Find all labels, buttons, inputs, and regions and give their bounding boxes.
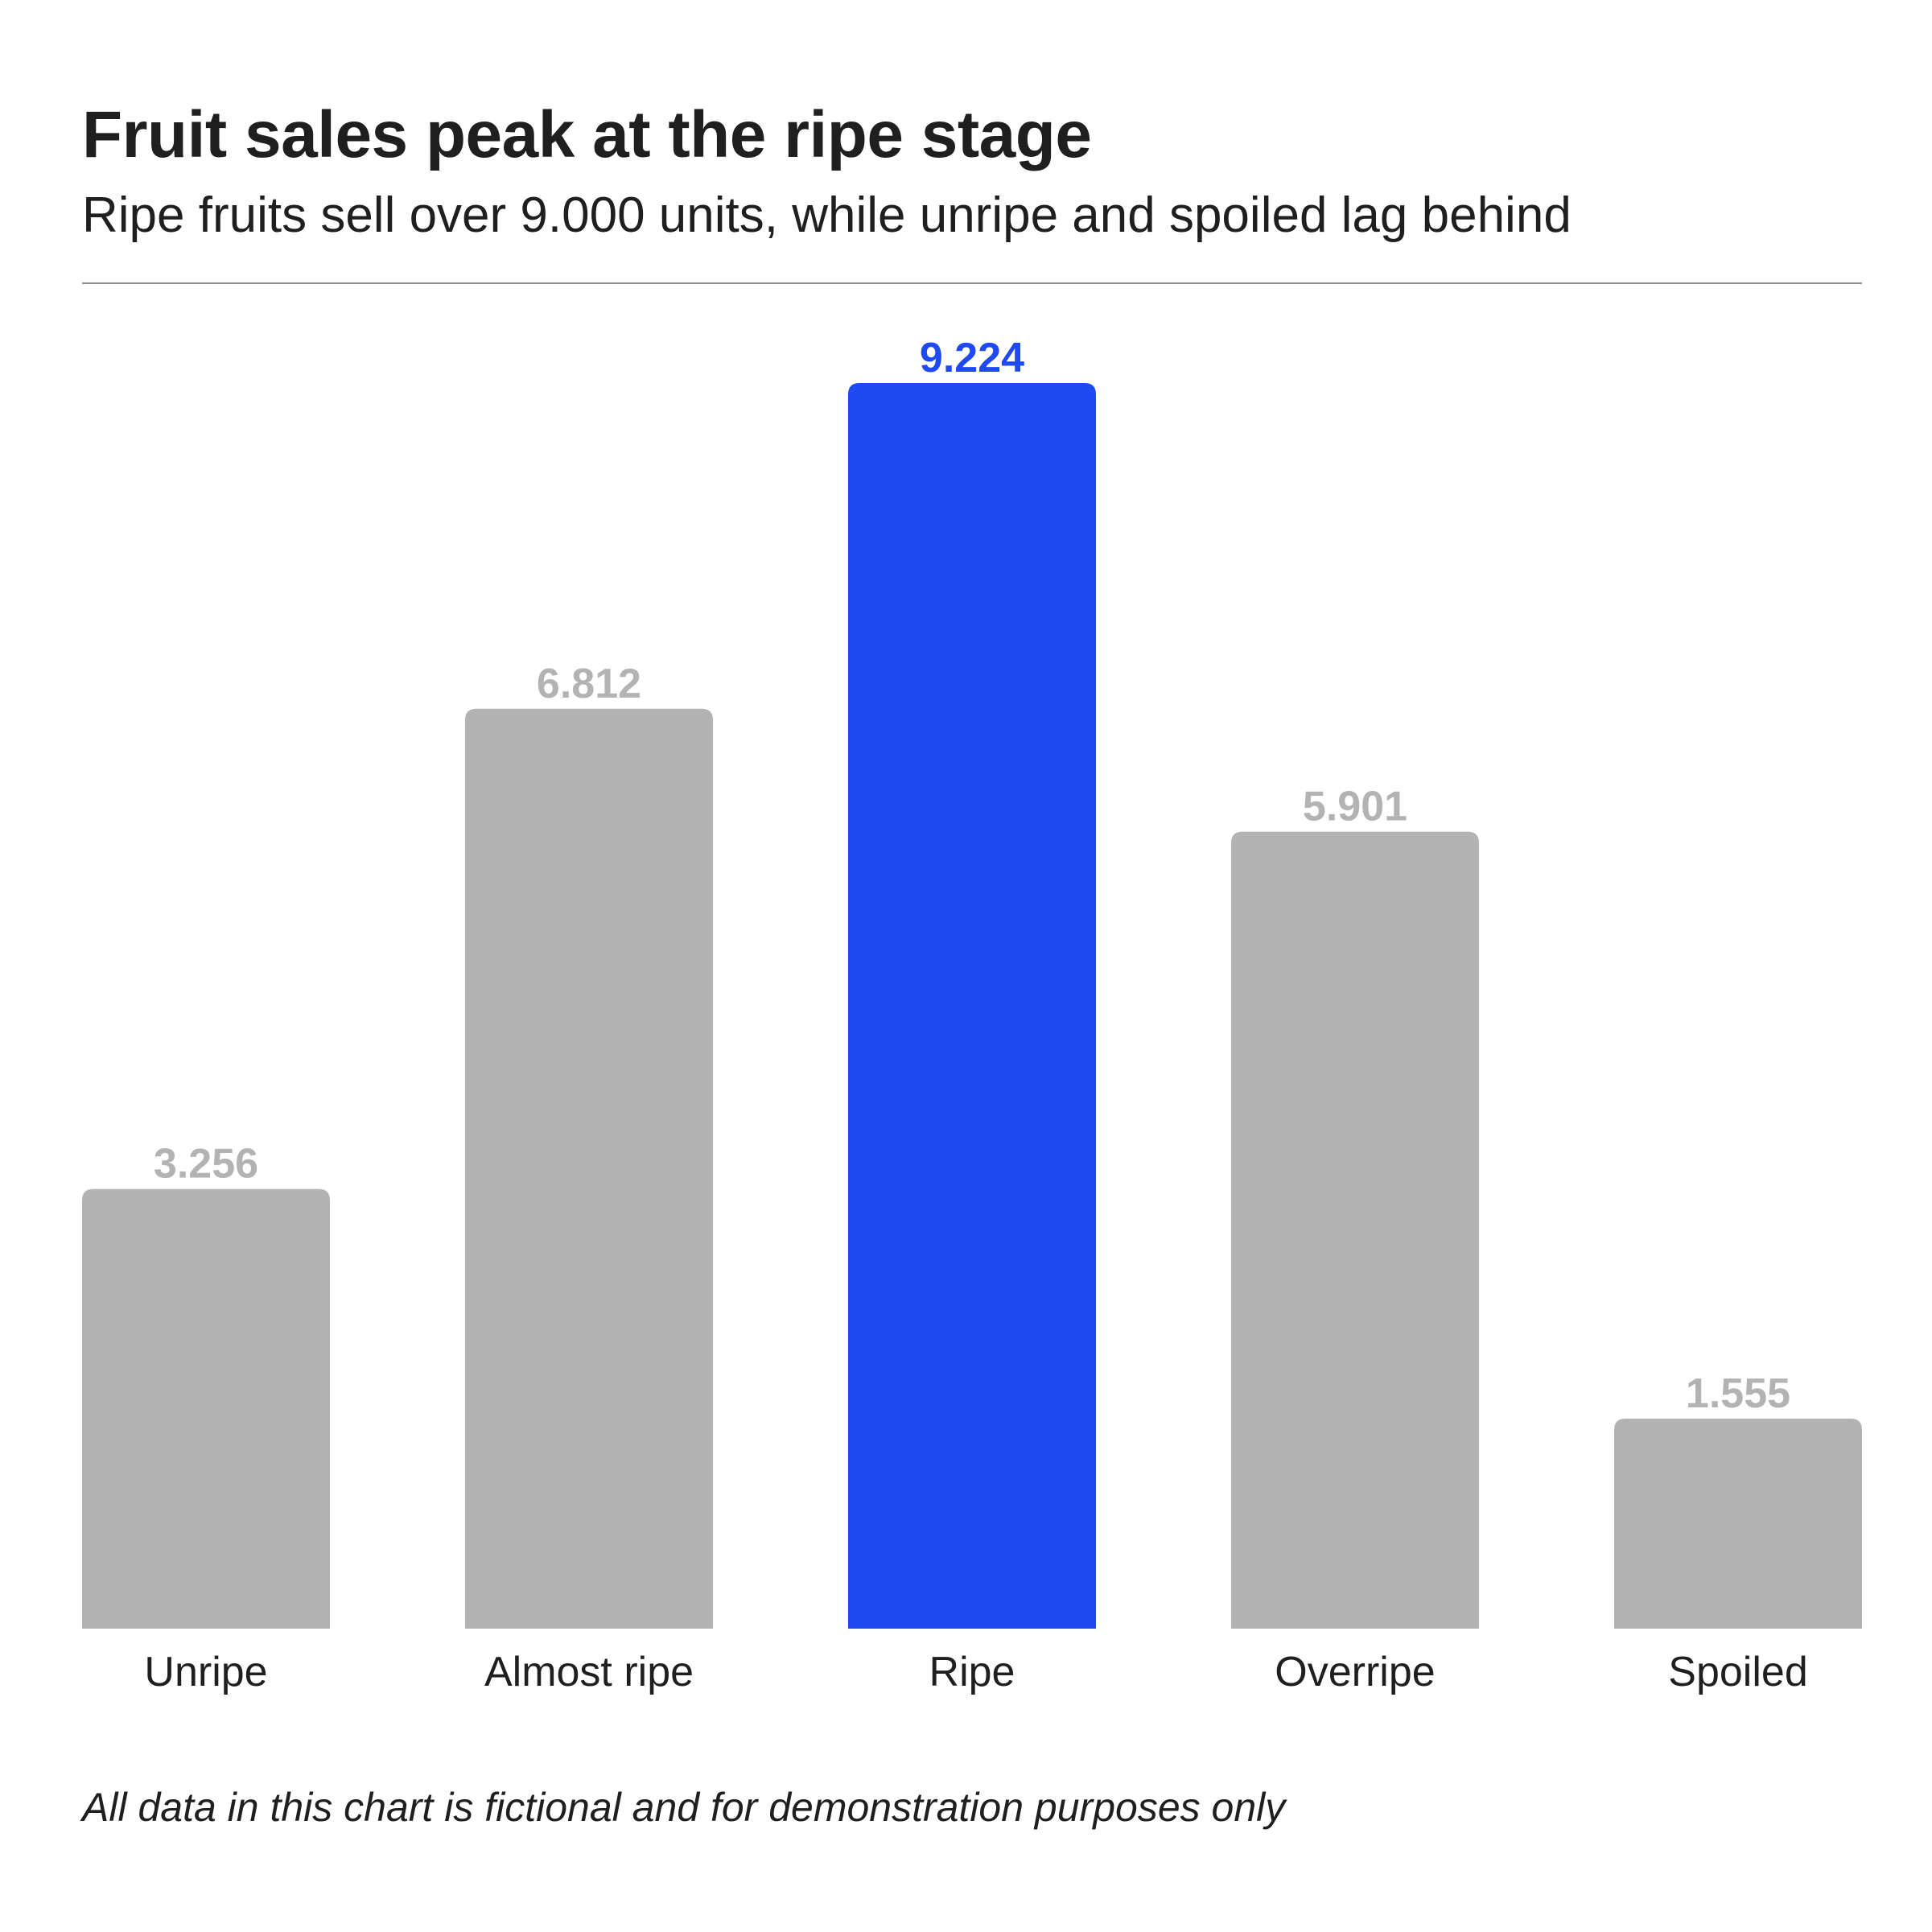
bar-unripe	[82, 1188, 330, 1629]
bar-ripe	[848, 383, 1096, 1629]
category-labels-layer: Unripe Almost ripe Ripe Overripe Spoiled	[144, 1649, 1807, 1695]
value-label-unripe: 3.256	[154, 1141, 258, 1188]
value-label-overripe: 5.901	[1303, 784, 1407, 830]
category-label-unripe: Unripe	[144, 1649, 267, 1695]
category-label-spoiled: Spoiled	[1668, 1649, 1807, 1695]
bar-overripe	[1231, 831, 1479, 1629]
value-label-almost-ripe: 6.812	[537, 661, 641, 707]
bars-layer	[82, 383, 1862, 1629]
category-label-almost-ripe: Almost ripe	[484, 1649, 694, 1695]
bar-almost-ripe	[465, 708, 713, 1629]
category-label-ripe: Ripe	[929, 1649, 1015, 1695]
value-labels-layer: 3.256 6.812 9.224 5.901 1.555	[154, 335, 1790, 1417]
value-label-spoiled: 1.555	[1686, 1370, 1790, 1417]
chart-subtitle: Ripe fruits sell over 9.000 units, while…	[82, 187, 1572, 243]
value-label-ripe: 9.224	[920, 335, 1024, 381]
chart-title: Fruit sales peak at the ripe stage	[82, 98, 1092, 171]
category-label-overripe: Overripe	[1275, 1649, 1435, 1695]
bar-spoiled	[1614, 1419, 1862, 1629]
header-divider	[82, 282, 1862, 284]
chart-footnote: All data in this chart is fictional and …	[82, 1785, 1286, 1830]
